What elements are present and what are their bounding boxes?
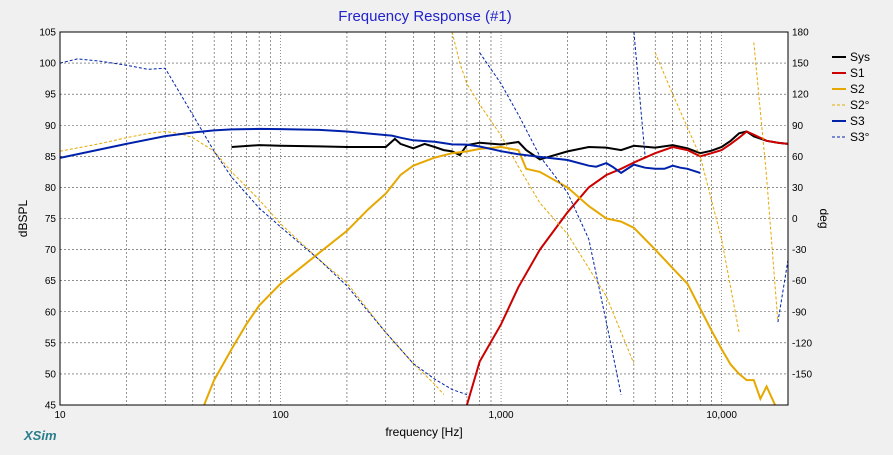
y2-tick-label: 150 [792, 59, 809, 70]
legend: Sys S1 S2 S2° S3 S3° [832, 50, 870, 144]
y2-tick-label: -120 [792, 338, 812, 349]
y2-tick-label: -150 [792, 369, 812, 380]
chart-title: Frequency Response (#1) [338, 8, 512, 25]
x-tick-label: 100 [272, 410, 289, 421]
series-s1-line [465, 130, 788, 405]
y2-tick-label: 30 [792, 183, 804, 194]
legend-label: S3° [850, 130, 870, 144]
y-tick-label: 105 [39, 28, 56, 39]
x-axis-label: frequency [Hz] [385, 425, 462, 439]
y-tick-label: 65 [45, 276, 57, 287]
xsim-logo: XSim [24, 428, 57, 443]
y2-tick-label: 0 [792, 214, 798, 225]
y-tick-label: 70 [45, 245, 57, 256]
legend-label: S2 [850, 82, 865, 96]
y2-tick-label: -60 [792, 276, 807, 287]
y-tick-label: 85 [45, 152, 57, 163]
series-group [60, 32, 788, 405]
legend-label: S3 [850, 114, 865, 128]
legend-label: S2° [850, 98, 870, 112]
y-tick-label: 75 [45, 214, 57, 225]
plot-border [59, 31, 789, 406]
y2-tick-label: -30 [792, 245, 807, 256]
y2-tick-label: 90 [792, 121, 804, 132]
y2-tick-label: 120 [792, 90, 809, 101]
y-tick-label: 100 [39, 59, 56, 70]
y-tick-label: 45 [45, 401, 57, 412]
y-tick-label: 80 [45, 183, 57, 194]
series-s3-phase-line [60, 32, 788, 396]
y-axis-label: dBSPL [16, 199, 30, 237]
grid [59, 31, 789, 406]
legend-label: S1 [850, 66, 865, 80]
x-tick-label: 10,000 [706, 410, 737, 421]
y-tick-label: 60 [45, 307, 57, 318]
series-sys-line [231, 130, 788, 161]
x-tick-label: 10 [54, 410, 66, 421]
y-tick-label: 50 [45, 369, 57, 380]
legend-label: Sys [850, 50, 870, 64]
y2-tick-label: -90 [792, 307, 807, 318]
y-tick-label: 95 [45, 90, 57, 101]
series-s2-line [203, 145, 777, 405]
series-s3-line [60, 127, 701, 175]
x-tick-label: 1,000 [489, 410, 514, 421]
y2-axis-label: deg [817, 208, 831, 228]
y-tick-label: 90 [45, 121, 57, 132]
y2-tick-label: 60 [792, 152, 804, 163]
y-tick-label: 55 [45, 338, 57, 349]
y2-tick-label: 180 [792, 28, 809, 39]
